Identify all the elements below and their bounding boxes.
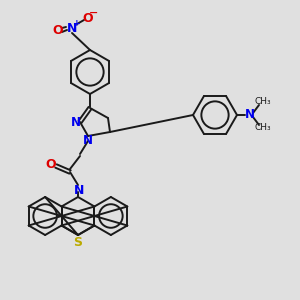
Text: N: N bbox=[74, 184, 84, 196]
Text: N: N bbox=[83, 134, 93, 148]
Text: N: N bbox=[71, 116, 81, 128]
Text: O: O bbox=[53, 23, 63, 37]
Text: O: O bbox=[46, 158, 56, 170]
Text: N: N bbox=[67, 22, 77, 34]
Text: CH₃: CH₃ bbox=[255, 124, 271, 133]
Text: +: + bbox=[73, 19, 81, 28]
Text: CH₃: CH₃ bbox=[255, 98, 271, 106]
Text: S: S bbox=[74, 236, 82, 248]
Text: N: N bbox=[245, 109, 255, 122]
Text: O: O bbox=[83, 11, 93, 25]
Text: −: − bbox=[89, 8, 99, 18]
